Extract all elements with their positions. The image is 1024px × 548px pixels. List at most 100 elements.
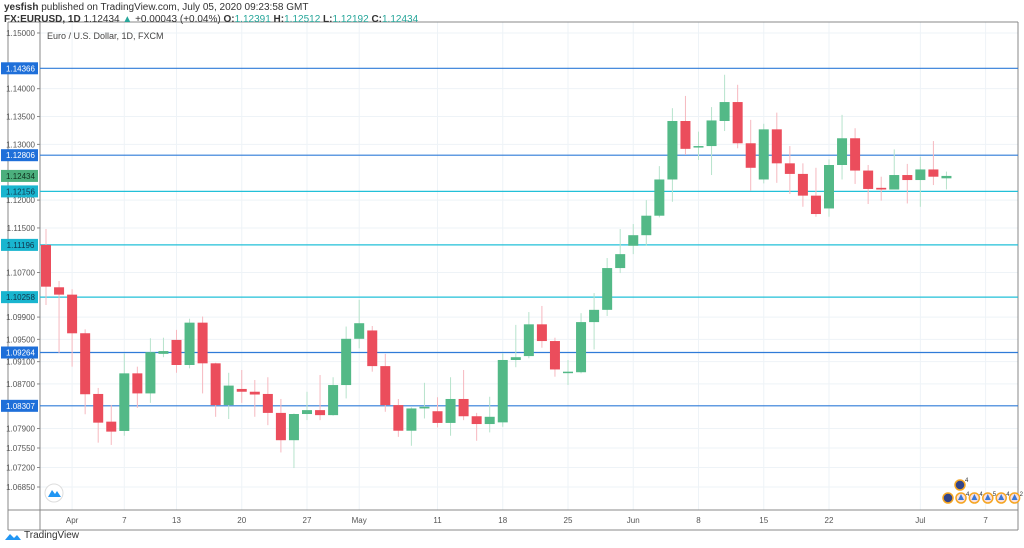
level-price-badge [1, 185, 38, 198]
level-price-label: 1.10258 [6, 293, 35, 302]
y-tick-label: 1.15000 [6, 29, 35, 38]
event-count: 4 [1006, 492, 1010, 498]
tradingview-logo[interactable]: TradingView [4, 530, 79, 541]
candle-body[interactable] [458, 398, 469, 417]
candle-body[interactable] [106, 421, 117, 432]
level-price-badge [1, 238, 38, 251]
candle-body[interactable] [667, 120, 678, 180]
candle-body[interactable] [810, 195, 821, 215]
y-tick-label: 1.09500 [6, 335, 35, 344]
candle-body[interactable] [928, 169, 939, 177]
candle-body[interactable] [393, 405, 404, 431]
candle-body[interactable] [223, 385, 234, 406]
candle-body[interactable] [941, 175, 952, 179]
candle-body[interactable] [315, 410, 326, 416]
candle-body[interactable] [210, 363, 221, 406]
high-value: 1.12512 [284, 14, 321, 25]
candle-body[interactable] [275, 412, 286, 441]
candle-body[interactable] [497, 359, 508, 423]
candle-body[interactable] [484, 416, 495, 425]
x-tick-label: May [352, 516, 367, 525]
candle-body[interactable] [262, 393, 273, 413]
event-count: 2 [1020, 492, 1024, 498]
x-tick-label: 11 [433, 516, 442, 525]
y-tick-label: 1.08700 [6, 380, 35, 389]
candle-body[interactable] [380, 366, 391, 406]
candle-body[interactable] [171, 339, 182, 365]
candle-body[interactable] [824, 165, 834, 209]
candle-body[interactable] [158, 351, 169, 354]
y-tick-label: 1.09900 [6, 313, 35, 322]
plot-area[interactable] [40, 22, 1018, 510]
candle-body[interactable] [249, 391, 260, 395]
candle-body[interactable] [850, 138, 861, 171]
level-price-badge [1, 399, 38, 412]
candle-body[interactable] [589, 309, 600, 323]
candle-body[interactable] [328, 385, 339, 416]
candle-body[interactable] [797, 173, 808, 196]
candle-body[interactable] [915, 169, 926, 181]
candle-body[interactable] [837, 138, 848, 166]
candle-body[interactable] [902, 175, 913, 181]
candle-body[interactable] [745, 143, 756, 168]
candle-body[interactable] [236, 388, 247, 392]
y-tick-label: 1.09100 [6, 358, 35, 367]
candle-body[interactable] [758, 129, 769, 180]
candle-body[interactable] [732, 102, 743, 144]
candle-body[interactable] [719, 102, 730, 121]
candle-body[interactable] [563, 371, 573, 374]
candle-body[interactable] [693, 146, 704, 148]
candle-body[interactable] [145, 352, 156, 394]
x-tick-label: 7 [122, 516, 127, 525]
up-arrow-icon: ▲ [122, 14, 133, 25]
candle-body[interactable] [549, 341, 560, 370]
event-marker-icon [958, 494, 964, 500]
candle-body[interactable] [184, 322, 195, 365]
candle-body[interactable] [93, 393, 104, 423]
candle-body[interactable] [784, 163, 795, 174]
candle-body[interactable] [302, 410, 312, 415]
candle-body[interactable] [863, 170, 874, 189]
candle-body[interactable] [354, 323, 365, 339]
candle-body[interactable] [523, 324, 534, 357]
candle-body[interactable] [876, 187, 887, 190]
candle-body[interactable] [889, 175, 900, 190]
eu-flag-event-icon[interactable] [942, 492, 954, 504]
eu-flag-event-icon[interactable] [954, 479, 966, 491]
event-marker-icon [971, 494, 978, 500]
candle-body[interactable] [197, 322, 208, 364]
candle-body[interactable] [680, 120, 691, 149]
candle-body[interactable] [132, 373, 143, 394]
candle-body[interactable] [628, 235, 639, 246]
candle-body[interactable] [41, 244, 51, 287]
candle-body[interactable] [341, 338, 352, 386]
candle-body[interactable] [641, 215, 652, 236]
level-price-badge [1, 346, 38, 359]
candle-body[interactable] [419, 406, 430, 409]
candle-body[interactable] [432, 411, 443, 423]
candle-body[interactable] [654, 179, 665, 216]
candle-body[interactable] [771, 129, 782, 164]
candle-body[interactable] [445, 398, 456, 423]
candle-body[interactable] [54, 287, 65, 295]
candle-body[interactable] [80, 333, 91, 395]
candle-body[interactable] [67, 294, 78, 334]
candle-body[interactable] [367, 330, 378, 367]
candle-body[interactable] [288, 414, 299, 441]
ohlc-legend: FX:EURUSD, 1D 1.12434 ▲ +0.00043 (+0.04%… [4, 14, 418, 25]
candle-body[interactable] [576, 322, 587, 373]
candle-body[interactable] [510, 357, 521, 360]
candle-body[interactable] [615, 254, 626, 269]
last-price: 1.12434 [83, 14, 120, 25]
candle-body[interactable] [602, 268, 613, 310]
y-tick-label: 1.13000 [6, 140, 35, 149]
candle-body[interactable] [119, 373, 130, 431]
candle-body[interactable] [536, 324, 547, 342]
close-value: 1.12434 [382, 14, 419, 25]
candle-body[interactable] [471, 416, 482, 425]
candle-body[interactable] [706, 120, 717, 147]
candle-body[interactable] [406, 408, 417, 431]
price-change: +0.00043 (+0.04%) [135, 14, 221, 25]
